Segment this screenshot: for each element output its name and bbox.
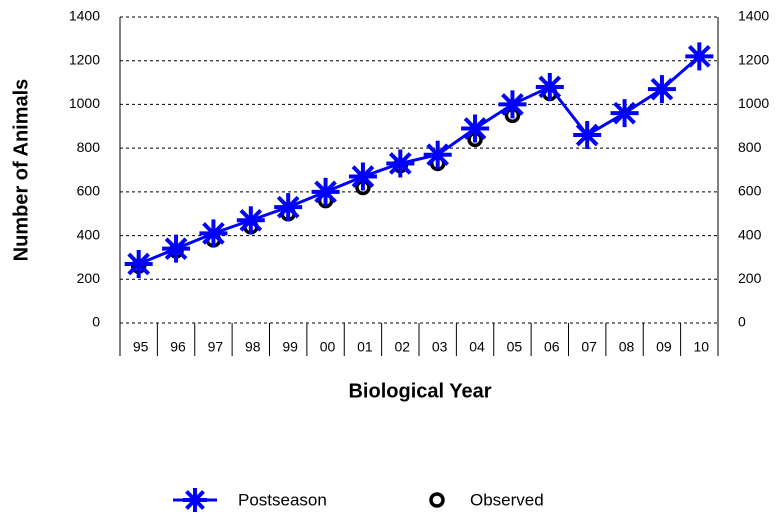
y-tick-label: 0 [92,314,100,330]
x-tick-label: 07 [581,339,597,355]
star-marker [124,249,153,278]
series-line [138,55,701,266]
x-tick-label: 04 [469,339,485,355]
x-tick-label: 02 [395,339,411,355]
legend-marker [429,492,445,508]
x-tick-label: 00 [320,339,336,355]
y-axis-title: Number of Animals [10,79,32,262]
star-marker [685,42,714,71]
y2-tick-label: 0 [738,314,746,330]
star-marker [386,149,415,178]
y2-tick-label: 1000 [738,95,769,111]
x-tick-label: 96 [170,339,186,355]
y2-tick-label: 800 [738,139,762,155]
star-marker [610,99,639,128]
x-tick-label: 05 [507,339,523,355]
star-marker [461,114,490,143]
star-marker [162,234,191,263]
star-marker [311,177,340,206]
y-tick-label: 400 [77,226,101,242]
star-marker [647,75,676,104]
x-tick-label: 95 [133,339,149,355]
y-tick-label: 1000 [69,95,100,111]
star-marker [535,72,564,101]
y-tick-label: 1400 [69,8,100,24]
x-tick-label: 01 [357,339,373,355]
star-marker [236,206,265,235]
y-tick-label: 1200 [69,51,100,67]
star-marker [573,121,602,150]
y2-tick-label: 400 [738,226,762,242]
y2-tick-label: 1200 [738,51,769,67]
x-tick-label: 09 [656,339,672,355]
x-tick-label: 03 [432,339,448,355]
y2-tick-label: 600 [738,183,762,199]
y2-tick-label: 1400 [738,8,769,24]
star-marker [348,162,377,191]
y-tick-label: 800 [77,139,101,155]
x-tick-label: 97 [208,339,224,355]
x-tick-label: 98 [245,339,261,355]
y-tick-label: 600 [77,183,101,199]
x-tick-label: 06 [544,339,560,355]
y-tick-label: 200 [77,270,101,286]
x-tick-label: 99 [282,339,298,355]
star-marker [423,140,452,169]
x-tick-label: 10 [694,339,710,355]
y2-tick-label: 200 [738,270,762,286]
legend-label: Postseason [238,490,327,509]
star-marker [199,219,228,248]
legend-marker [183,488,207,512]
legend-label: Observed [470,490,544,509]
x-tick-label: 08 [619,339,635,355]
star-marker [498,90,527,119]
star-marker [274,193,303,222]
x-axis-title: Biological Year [348,380,491,402]
